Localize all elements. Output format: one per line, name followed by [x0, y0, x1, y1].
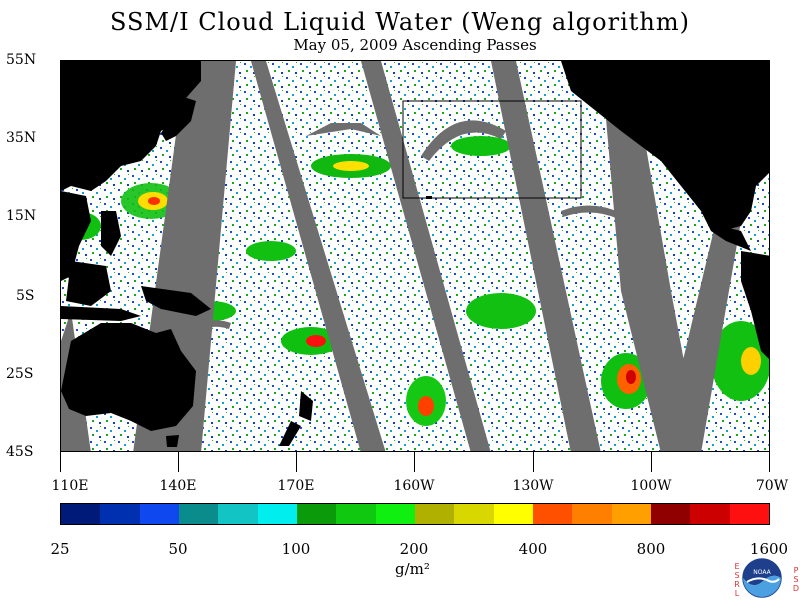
lon-label-130w: 130W — [512, 478, 554, 494]
logo-text: NOAA — [753, 569, 771, 576]
map-canvas — [61, 61, 769, 451]
colorbar-swatch — [493, 504, 533, 524]
colorbar-swatch — [139, 504, 179, 524]
lon-label-160w: 160W — [393, 478, 435, 494]
lon-label-100w: 100W — [630, 478, 672, 494]
tasmania-island — [166, 435, 179, 447]
lon-label-70w: 70W — [755, 478, 789, 494]
colorbar-swatch — [611, 504, 651, 524]
borneo-island — [66, 261, 111, 306]
lon-tick — [178, 452, 179, 472]
lat-label-55n: 55N — [6, 52, 37, 68]
central-america-landmass — [701, 211, 751, 251]
colorbar-swatch — [178, 504, 219, 524]
lon-tick — [296, 452, 297, 472]
map-subtitle: May 05, 2009 Ascending Passes — [293, 36, 537, 54]
lon-tick — [60, 452, 61, 472]
units-label: g/m² — [395, 560, 430, 578]
lon-label-140e: 140E — [159, 478, 197, 494]
colorbar-label-200: 200 — [399, 540, 429, 558]
south-america-landmass — [741, 251, 769, 359]
lat-label-35n: 35N — [6, 130, 37, 146]
colorbar-swatch — [375, 504, 415, 524]
colorbar-swatch — [690, 504, 730, 524]
philippines-islands — [101, 211, 121, 256]
colorbar-swatch — [414, 504, 455, 524]
colorbar-legend — [60, 503, 770, 525]
lon-tick — [533, 452, 534, 472]
noaa-logo[interactable]: NOAA — [742, 558, 782, 598]
lat-label-25s: 25S — [6, 366, 34, 382]
colorbar-swatch — [336, 504, 376, 524]
indochina-landmass — [61, 191, 91, 281]
land-masses — [61, 61, 769, 447]
colorbar-swatch — [650, 504, 691, 524]
lon-label-170e: 170E — [277, 478, 315, 494]
colorbar-label-800: 800 — [636, 540, 666, 558]
colorbar-swatch — [100, 504, 140, 524]
new-zealand-islands — [279, 391, 313, 446]
lat-label-15n: 15N — [6, 208, 37, 224]
colorbar-label-100: 100 — [281, 540, 311, 558]
lon-tick — [769, 452, 770, 472]
colorbar-swatch — [61, 504, 101, 524]
indonesia-islands — [61, 306, 141, 321]
colorbar-swatch — [572, 504, 612, 524]
lat-label-45s: 45S — [6, 444, 34, 460]
colorbar-swatch — [218, 504, 258, 524]
north-america-landmass — [561, 61, 769, 231]
colorbar-swatch — [454, 504, 494, 524]
colorbar-swatch — [257, 504, 297, 524]
colorbar-swatch — [729, 504, 769, 524]
map-title: SSM/I Cloud Liquid Water (Weng algorithm… — [109, 8, 690, 36]
australia-landmass — [61, 323, 196, 431]
colorbar-label-400: 400 — [518, 540, 548, 558]
map-area[interactable] — [60, 60, 770, 452]
lon-tick — [651, 452, 652, 472]
new-guinea-island — [141, 286, 211, 316]
colorbar-swatch — [296, 504, 337, 524]
colorbar-label-25: 25 — [50, 540, 70, 558]
lon-tick — [414, 452, 415, 472]
japan-island — [161, 96, 196, 141]
colorbar-label-1600: 1600 — [749, 540, 789, 558]
lon-label-110e: 110E — [51, 478, 89, 494]
lat-label-5s: 5S — [16, 288, 35, 304]
asia-landmass — [61, 61, 201, 191]
region-highlight-box[interactable] — [402, 100, 582, 199]
colorbar-label-50: 50 — [168, 540, 188, 558]
colorbar-swatch — [532, 504, 573, 524]
